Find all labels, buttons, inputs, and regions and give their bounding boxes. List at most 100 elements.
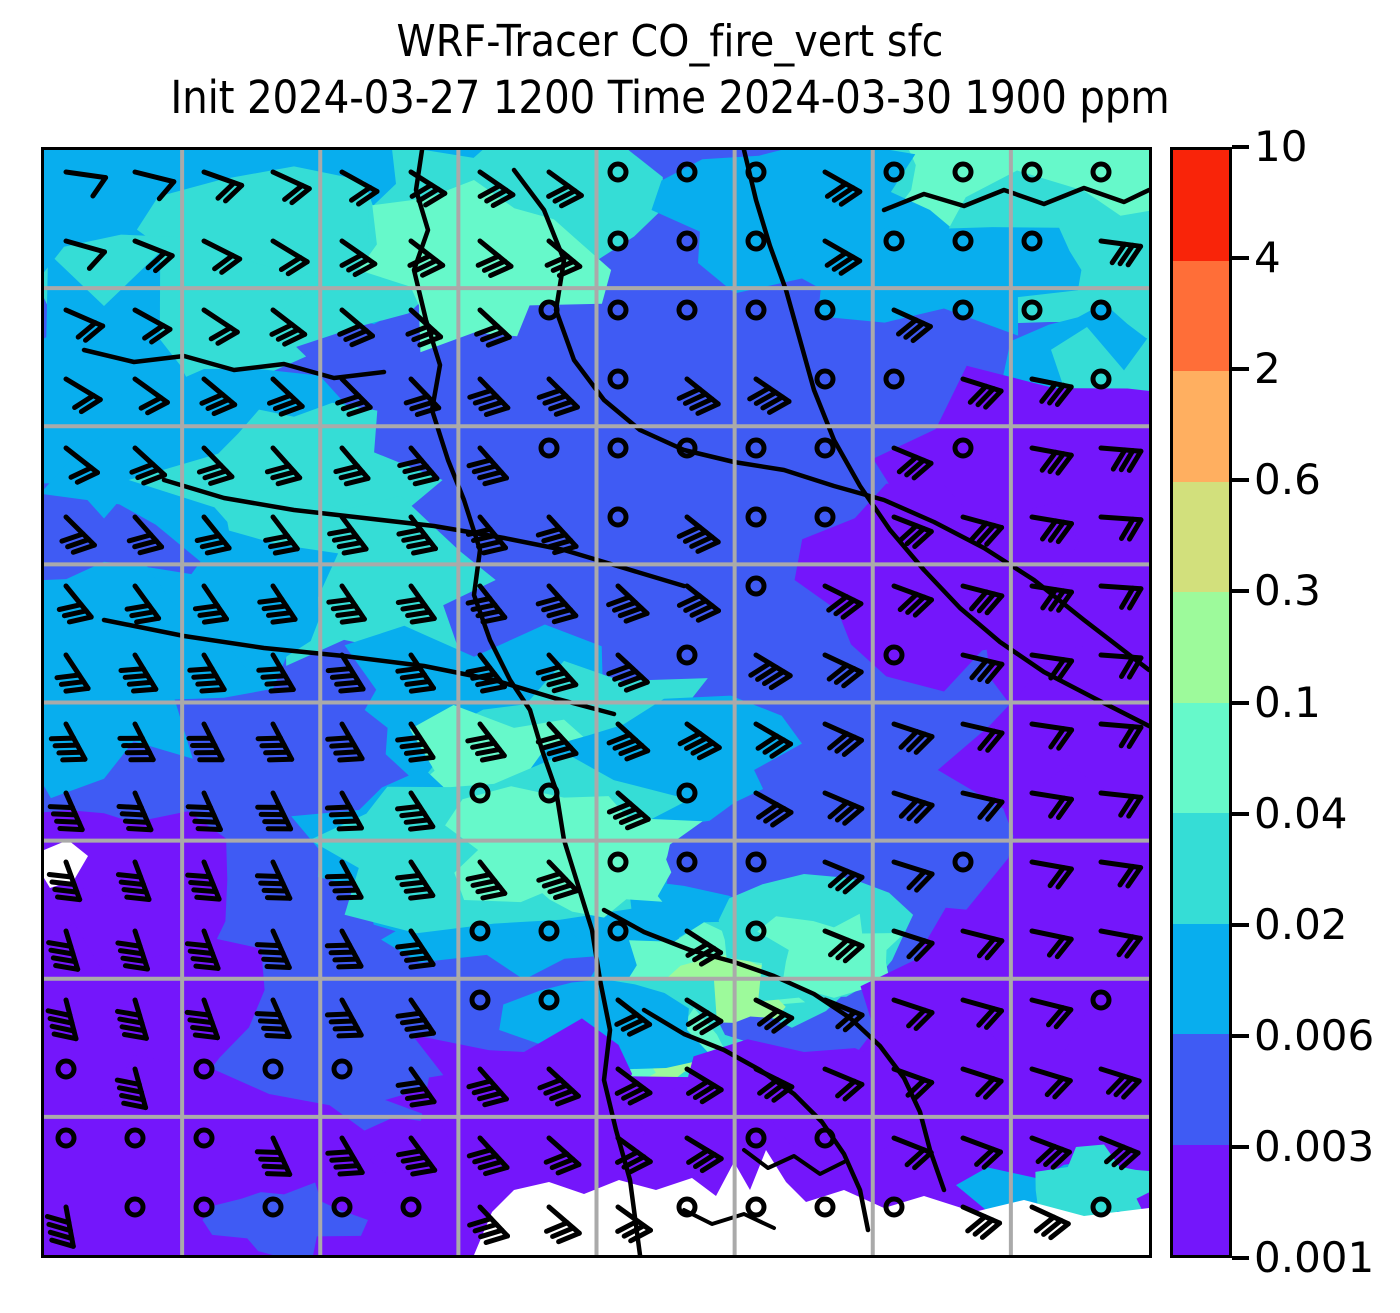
wind-barb [132, 169, 177, 202]
wind-barb [535, 583, 579, 625]
wind-barb [676, 230, 698, 252]
tick-mark-icon [1232, 589, 1249, 594]
wind-barb [891, 928, 935, 962]
wind-barb [193, 1127, 215, 1149]
wind-barb [201, 169, 245, 204]
wind-barb [1021, 230, 1043, 252]
wind-barb [544, 238, 583, 278]
contour-blob [44, 561, 248, 799]
wind-barb [745, 506, 767, 528]
wind-barb [124, 1196, 146, 1218]
coastline-path [411, 150, 643, 1255]
wind-barb [1098, 928, 1143, 959]
wind-barb [676, 644, 698, 666]
wind-barb [822, 859, 865, 895]
wind-barb [396, 514, 438, 556]
wind-barb [115, 928, 150, 972]
wind-barb [822, 652, 864, 689]
wind-barb [201, 238, 243, 275]
colorbar-band-0 [1173, 150, 1229, 261]
wind-barb [465, 583, 508, 625]
wind-barb [676, 437, 698, 459]
wind-barb [535, 514, 579, 556]
wind-barb [47, 790, 85, 833]
wind-barb [477, 169, 516, 208]
wind-barb [327, 514, 369, 556]
wind-barb [55, 1127, 77, 1149]
wind-barb [677, 721, 722, 761]
coastline-path [101, 617, 617, 717]
wind-barb [822, 790, 865, 826]
coastline-path [881, 185, 1149, 213]
wind-barb [185, 790, 223, 832]
wind-barb [1029, 721, 1075, 751]
colorbar-tick-label: 0.001 [1254, 1233, 1375, 1282]
wind-barb [538, 437, 560, 459]
wind-barb [607, 161, 629, 183]
wind-barb [606, 721, 651, 762]
wind-barb [395, 997, 436, 1039]
contour-blob [786, 223, 1082, 336]
wind-barb [1098, 1135, 1141, 1171]
wind-barb [747, 376, 792, 415]
wind-barb [822, 997, 865, 1033]
wind-barb [1090, 1196, 1112, 1218]
wind-barb [538, 299, 560, 321]
wind-barb [952, 851, 974, 873]
figure-title: WRF-Tracer CO_fire_vert sfc Init 2024-03… [0, 14, 1340, 126]
wind-barb [676, 782, 698, 804]
wind-barb [339, 169, 380, 207]
wind-barb [1098, 238, 1144, 268]
wind-barb [196, 445, 235, 486]
wind-barb [325, 652, 366, 694]
wind-barb [395, 583, 437, 625]
colorbar[interactable] [1170, 147, 1232, 1258]
wind-barb [262, 1058, 284, 1080]
wind-barb [1021, 161, 1043, 183]
wind-barb [63, 445, 100, 485]
wind-barb [117, 721, 156, 763]
wind-barb [891, 859, 935, 893]
wind-barb [745, 920, 767, 942]
coastline-path [682, 1208, 776, 1230]
wind-barb [45, 997, 79, 1042]
wind-barb [199, 376, 238, 417]
wind-barb [960, 583, 1005, 616]
wind-barb [63, 307, 106, 343]
wind-barb [883, 230, 905, 252]
wind-barb [745, 1127, 767, 1149]
wind-barb [395, 859, 436, 901]
wind-barb [469, 782, 491, 804]
wind-barb [132, 238, 175, 274]
colorbar-tick-label: 0.6 [1254, 455, 1321, 505]
wind-barb [960, 1066, 1004, 1100]
wind-barb [465, 859, 508, 901]
wind-barb [56, 583, 94, 625]
wind-barb [676, 376, 721, 416]
wind-barb [254, 997, 292, 1040]
wind-barb [1090, 161, 1112, 183]
wind-barb [269, 307, 308, 347]
colorbar-band-4 [1173, 592, 1229, 703]
wind-barb [607, 437, 629, 459]
wind-barb [54, 652, 91, 694]
wind-barb [883, 1196, 905, 1218]
wind-barb [397, 445, 440, 487]
wind-barb [614, 1066, 653, 1106]
wind-barb [1098, 1066, 1142, 1100]
wind-barb [395, 1066, 437, 1108]
colorbar-band-5 [1173, 702, 1229, 813]
wind-barb [676, 1196, 698, 1218]
map-plot-area[interactable] [41, 147, 1152, 1258]
wind-barb [1029, 859, 1074, 890]
wind-barb [129, 445, 168, 486]
tick-mark-icon [1232, 1144, 1249, 1149]
coastline-path [161, 477, 687, 589]
wind-barb [822, 928, 865, 964]
wind-barb [607, 299, 629, 321]
wind-barb [467, 1204, 510, 1245]
tick-mark-icon [1232, 700, 1249, 705]
wind-barb [891, 514, 934, 549]
wind-barb [745, 161, 767, 183]
wind-barb [538, 782, 560, 804]
